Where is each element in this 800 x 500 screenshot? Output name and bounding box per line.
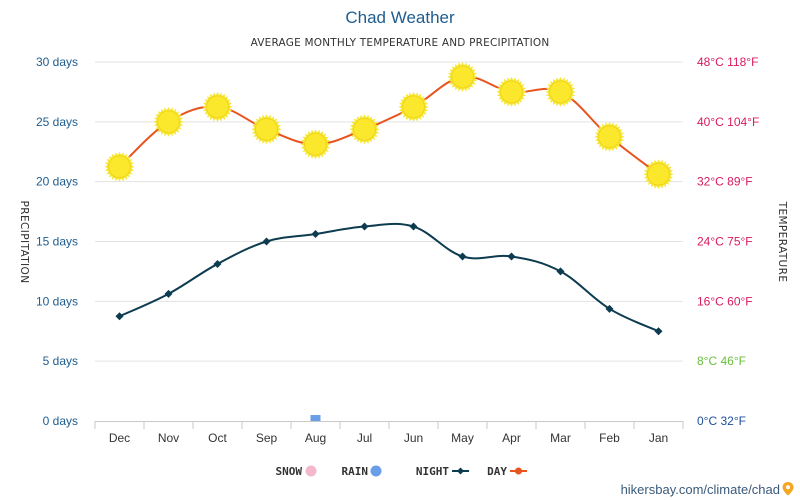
- right-axis-title: TEMPERATURE: [776, 201, 788, 283]
- day-series-line: [118, 75, 660, 175]
- legend-item-night[interactable]: NIGHT: [416, 465, 469, 478]
- x-tick-label: Feb: [599, 431, 620, 445]
- right-tick-label: 48°C 118°F: [697, 55, 758, 69]
- left-tick-label: 10 days: [36, 294, 78, 308]
- map-pin-icon-dot: [786, 485, 790, 490]
- sun-core: [206, 95, 229, 119]
- left-axis-title: PRECIPITATION: [18, 201, 30, 284]
- right-tick-label: 16°C 60°F: [697, 294, 753, 308]
- sun-icon: [251, 114, 282, 145]
- left-tick-label: 15 days: [36, 235, 78, 249]
- x-tick-label: May: [451, 431, 474, 445]
- precipitation-bars: [310, 415, 321, 421]
- legend-day-marker: [515, 467, 522, 475]
- night-point: [360, 222, 369, 231]
- x-tick-label: Sep: [256, 431, 278, 445]
- sun-icon: [300, 129, 331, 160]
- x-tick-label: Mar: [550, 431, 571, 445]
- left-tick-label: 25 days: [36, 115, 78, 129]
- night-point: [458, 252, 467, 261]
- chart-title: Chad Weather: [345, 8, 455, 27]
- x-tick-label: Dec: [109, 431, 130, 445]
- legend-night-marker: [457, 467, 464, 475]
- legend-rain-marker: [370, 465, 382, 477]
- night-point: [654, 327, 663, 336]
- left-tick-label: 30 days: [36, 55, 78, 69]
- night-point: [115, 312, 124, 321]
- sun-icon: [104, 151, 135, 182]
- x-tick-label: Jul: [357, 431, 372, 445]
- gridlines: [95, 61, 683, 362]
- legend-day-label: DAY: [487, 465, 507, 478]
- series-lines: [118, 75, 660, 333]
- night-point: [605, 304, 614, 313]
- left-tick-label: 5 days: [43, 354, 78, 368]
- sun-icon: [153, 106, 184, 137]
- sun-icon: [349, 114, 380, 145]
- right-tick-label: 0°C 32°F: [697, 414, 746, 428]
- credit-link[interactable]: hikersbay.com/climate/chad: [621, 482, 794, 497]
- rain-bar: [310, 415, 321, 421]
- sun-core: [500, 80, 523, 104]
- legend-snow-marker: [305, 465, 317, 477]
- x-tick-label: Nov: [158, 431, 179, 445]
- right-axis-ticks: 0°C 32°F 8°C 46°F 16°C 60°F 24°C 75°F 32°C 8…: [697, 55, 759, 428]
- sun-core: [402, 95, 425, 119]
- night-point: [164, 289, 173, 298]
- legend-snow-label: SNOW: [276, 465, 303, 478]
- night-series-line: [119, 222, 659, 333]
- x-tick-label: Jan: [649, 431, 668, 445]
- legend-rain-label: RAIN: [342, 465, 369, 478]
- night-point: [507, 252, 516, 261]
- sun-icon: [447, 61, 478, 92]
- legend[interactable]: DAY NIGHT RAIN SNOW: [276, 465, 528, 478]
- right-tick-label: 24°C 75°F: [697, 235, 753, 249]
- night-point: [311, 230, 320, 239]
- series-markers: [104, 61, 674, 336]
- legend-night-label: NIGHT: [416, 465, 449, 478]
- night-point: [556, 267, 565, 276]
- legend-item-snow[interactable]: SNOW: [276, 465, 317, 478]
- left-tick-label: 0 days: [43, 414, 78, 428]
- x-tick-label: Aug: [305, 431, 326, 445]
- sun-icon: [202, 91, 233, 122]
- sun-icon: [594, 121, 625, 152]
- sun-core: [451, 65, 474, 89]
- sun-icon: [496, 76, 527, 107]
- night-point: [409, 222, 418, 231]
- legend-item-rain[interactable]: RAIN: [342, 465, 382, 478]
- x-tick-label: Oct: [208, 431, 227, 445]
- night-point: [213, 259, 222, 268]
- sun-core: [157, 110, 180, 134]
- night-point: [262, 237, 271, 246]
- sun-core: [647, 162, 670, 186]
- x-tick-label: Jun: [404, 431, 423, 445]
- sun-core: [598, 125, 621, 149]
- sun-icon: [643, 159, 674, 190]
- left-axis-ticks: 0 days 5 days 10 days 15 days 20 days 25 days…: [36, 55, 78, 428]
- chart-subtitle: AVERAGE MONTHLY TEMPERATURE AND PRECIPIT…: [251, 37, 550, 49]
- right-tick-label: 8°C 46°F: [697, 354, 746, 368]
- right-tick-label: 32°C 89°F: [697, 175, 753, 189]
- sun-core: [108, 155, 131, 179]
- sun-icon: [398, 91, 429, 122]
- sun-core: [353, 117, 376, 141]
- left-tick-label: 20 days: [36, 175, 78, 189]
- sun-core: [255, 117, 278, 141]
- x-axis: Jan Feb Mar Apr May Jun Jul Aug Sep Oct Nov Dec: [94, 421, 684, 445]
- sun-icon: [545, 76, 576, 107]
- sun-core: [549, 80, 572, 104]
- credit-text: hikersbay.com/climate/chad: [621, 482, 780, 497]
- legend-item-day[interactable]: DAY: [487, 465, 527, 478]
- sun-core: [304, 132, 327, 156]
- right-tick-label: 40°C 104°F: [697, 115, 759, 129]
- x-tick-label: Apr: [502, 431, 521, 445]
